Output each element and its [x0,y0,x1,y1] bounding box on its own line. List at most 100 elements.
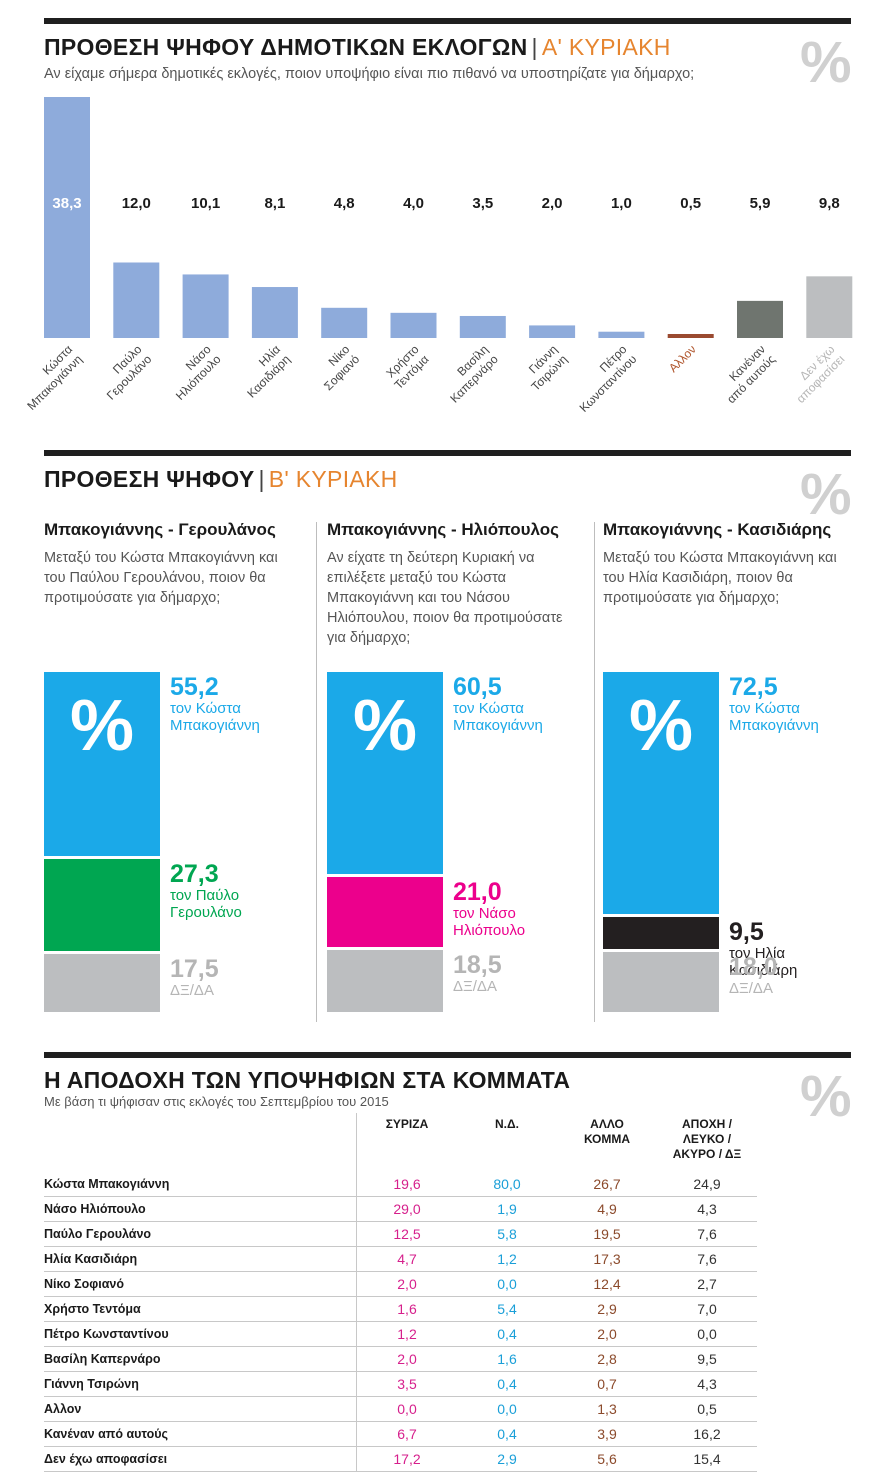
segment-description: ΔΞ/ΔΑ [170,981,214,999]
segment-value: 17,5 [170,954,219,983]
category-label: Κανέναναπό αυτούς [714,342,778,406]
segment-value: 18,0 [729,952,778,981]
bar-segment [44,859,160,951]
bar [598,331,645,338]
table-cell-value: 0,0 [657,1321,757,1347]
table-cell-value: 15,4 [657,1446,757,1472]
row-candidate-name: Πέτρο Κωνσταντίνου [44,1321,357,1347]
panel-title: Μπακογιάννης - Γερουλάνος [44,520,276,539]
segment-label: 27,3 τον Παύλο Γερουλάνο [170,861,242,921]
table-row: Γιάννη Τσιρώνη 3,5 0,4 0,7 4,3 [44,1371,757,1397]
segment-value: 27,3 [170,860,219,889]
bar-segment [327,877,443,948]
table-cell-value: 2,8 [557,1346,657,1372]
bar-value-label: 9,8 [819,195,840,212]
table-cell-value: 3,9 [557,1421,657,1447]
row-candidate-name: Χρήστο Τεντόμα [44,1296,357,1322]
bar-value-label: 1,0 [611,195,632,212]
runoff-panel: Μπακογιάννης - Γερουλάνος Μεταξύ του Κώσ… [44,520,306,1020]
panel-divider-2 [594,522,595,1022]
category-label: ΝίκοΣοφιανό [311,342,362,393]
table-row: Παύλο Γερουλάνο 12,5 5,8 19,5 7,6 [44,1221,757,1247]
row-candidate-name: Ηλία Κασιδιάρη [44,1246,357,1272]
segment-value: 18,5 [453,951,502,980]
section2-percent-icon: % [800,462,852,527]
section3-subtitle: Με βάση τι ψήφισαν στις εκλογές του Σεπτ… [44,1094,389,1109]
segment-description: Κασιδιάρη [729,962,798,980]
section1-title: ΠΡΟΘΕΣΗ ΨΗΦΟΥ ΔΗΜΟΤΙΚΩΝ ΕΚΛΟΓΩΝ | Α' ΚΥΡΙΑ… [44,34,671,60]
segment-label: 9,5 τον Ηλία Κασιδιάρη [729,919,797,979]
table-cell-value: 17,2 [356,1446,457,1472]
table-cell-value: 24,9 [657,1172,757,1197]
bar [251,287,298,338]
bar [182,274,229,338]
table-cell-value: 1,2 [457,1246,557,1272]
table-row: Νίκο Σοφιανό 2,0 0,0 12,4 2,7 [44,1271,757,1297]
table-cell-value: 2,0 [557,1321,657,1347]
segment-label: 72,5 τον Κώστα Μπακογιάννη [729,674,819,734]
panel-title: Μπακογιάννης - Ηλιόπουλος [327,520,559,539]
table-cell-value: 1,2 [356,1321,457,1347]
table-cell-value: 0,0 [457,1271,557,1297]
table-row: Αλλον 0,0 0,0 1,3 0,5 [44,1396,757,1422]
table-column-header: ΣΥΡΙΖΑ [356,1113,457,1172]
category-label: Αλλον [666,342,699,375]
table-cell-value: 0,0 [457,1396,557,1422]
segment-description: ΔΞ/ΔΑ [453,978,497,996]
category-label: Δεν έχωαποφασίσει [784,342,848,406]
bar [737,300,783,338]
row-candidate-name: Παύλο Γερουλάνο [44,1221,357,1247]
section1-top-rule [44,18,851,24]
table-cell-value: 2,0 [356,1346,457,1372]
bar-value-label: 2,0 [542,195,563,212]
section2-top-rule [44,450,851,456]
segment-description: Μπακογιάννη [729,717,819,734]
segment-description: τον Κώστα [453,700,524,717]
bar-segment [603,951,719,1012]
table-cell-value: 0,5 [657,1396,757,1422]
segment-description: τον Παύλο [170,887,240,905]
bar-value-label: 3,5 [472,195,493,212]
bar [113,262,160,338]
table-body: Κώστα Μπακογιάννη 19,6 80,0 26,7 24,9 Νάσο Ηλ… [44,1172,757,1472]
table-cell-value: 1,9 [457,1196,557,1222]
section3-title: Η ΑΠΟΔΟΧΗ ΤΩΝ ΥΠΟΨΗΦΙΩΝ ΣΤΑ ΚΟΜΜΑΤΑ [44,1067,571,1093]
table-row: Χρήστο Τεντόμα 1,6 5,4 2,9 7,0 [44,1296,757,1322]
row-candidate-name: Νίκο Σοφιανό [44,1271,357,1297]
table-cell-value: 1,3 [557,1396,657,1422]
table-cell-value: 7,6 [657,1221,757,1247]
segment-description: Μπακογιάννη [453,717,543,734]
section2-title: ΠΡΟΘΕΣΗ ΨΗΦΟΥ | Β' ΚΥΡΙΑΚΗ [44,466,398,492]
panel-divider-1 [316,522,317,1022]
bar-segment [603,917,719,949]
category-label: ΠέτροΚωνσταντίνου [567,342,640,415]
table-cell-value: 7,0 [657,1296,757,1322]
segment-label: 17,5 ΔΞ/ΔΑ [170,956,219,999]
table-cell-value: 5,4 [457,1296,557,1322]
table-cell-value: 2,0 [356,1271,457,1297]
table-cell-value: 0,4 [457,1321,557,1347]
segment-description: Μπακογιάννη [170,717,260,734]
segment-label: 55,2 τον Κώστα Μπακογιάννη [170,674,260,734]
stacked-bar: % 60,5 τον Κώστα Μπακογιάννη 21,0 τον Νάσο Ηλι… [327,672,543,1012]
row-candidate-name: Νάσο Ηλιόπουλο [44,1196,357,1222]
table-cell-value: 6,7 [356,1421,457,1447]
table-cell-value: 0,0 [356,1396,457,1422]
section1-question: Αν είχαμε σήμερα δημοτικές εκλογές, ποιο… [44,66,695,82]
segment-description: τον Ηλία [729,945,786,963]
category-label: ΚώσταΜπακογιάννη [14,342,85,413]
bar-value-label: 5,9 [750,195,771,212]
segment-value: 9,5 [729,918,764,947]
table-cell-value: 4,9 [557,1196,657,1222]
category-label: ΗλίαΚασιδιάρη [234,342,292,400]
bar-segment: % [327,672,443,875]
table-cell-value: 9,5 [657,1346,757,1372]
category-label: ΧρήστοΤεντόμα [382,342,432,392]
runoff-panel: Μπακογιάννης - Κασιδιάρης Μεταξύ του Κώσ… [603,520,863,1020]
segment-value: 60,5 [453,673,502,701]
table-cell-value: 2,9 [457,1446,557,1472]
segment-description: ΔΞ/ΔΑ [729,979,773,997]
segment-label: 18,5 ΔΞ/ΔΑ [453,952,502,995]
section3-percent-icon: % [800,1064,852,1129]
table-row: Κώστα Μπακογιάννη 19,6 80,0 26,7 24,9 [44,1172,757,1197]
